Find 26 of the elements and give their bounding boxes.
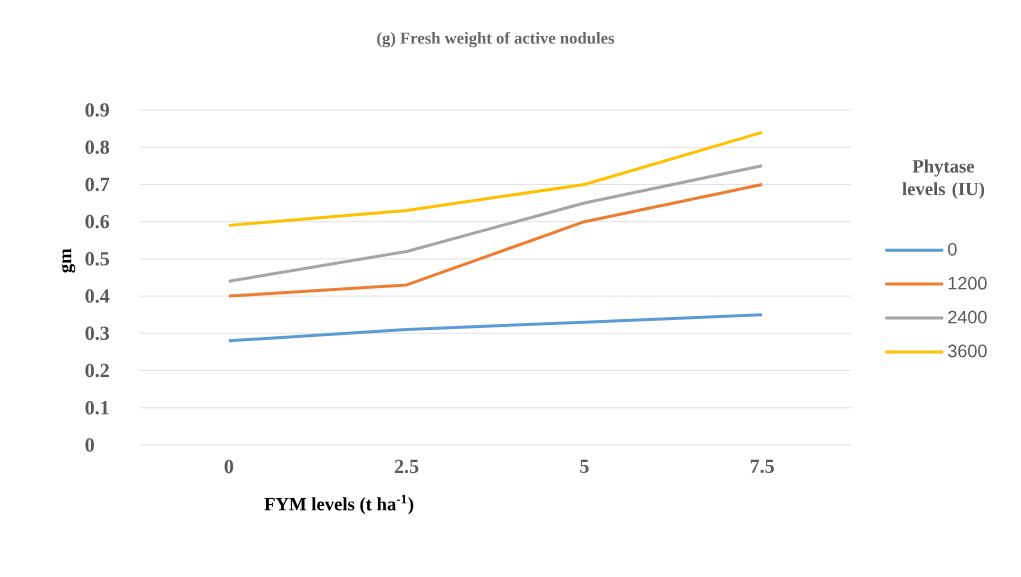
- x-tick-label: 7.5: [750, 459, 774, 474]
- line-series: [227, 313, 764, 343]
- legend-label: 3600: [948, 344, 987, 358]
- y-axis-title: gm: [61, 248, 76, 273]
- legend-label: 2400: [948, 310, 987, 324]
- legend-label: 1200: [948, 276, 987, 290]
- x-tick-label: 5: [580, 459, 589, 473]
- y-tick-label: 0: [85, 438, 94, 452]
- line-series: [227, 182, 764, 298]
- x-axis-title: FYM levels (t ha$^{-1}$): [264, 494, 414, 515]
- line-series: [227, 130, 764, 227]
- y-tick-label: 0.7: [85, 177, 110, 192]
- y-tick-label: 0.1: [85, 400, 109, 415]
- chart-title: (g) Fresh weight of active nodules: [377, 31, 615, 48]
- x-tick-label: 2.5: [394, 459, 419, 474]
- y-tick-label: 0.3: [85, 326, 110, 341]
- x-tick-label: 0: [224, 459, 234, 474]
- y-tick-label: 0.8: [85, 140, 110, 155]
- y-tick-label: 0.6: [85, 214, 110, 229]
- y-tick-label: 0.2: [85, 363, 109, 378]
- y-tick-label: 0.4: [85, 289, 110, 303]
- legend-label: 0: [948, 242, 957, 256]
- y-tick-label: 0.5: [85, 252, 109, 266]
- legend-title: Phytase levels (IU): [902, 159, 985, 200]
- line-series: [227, 164, 764, 283]
- y-tick-label: 0.9: [85, 103, 109, 117]
